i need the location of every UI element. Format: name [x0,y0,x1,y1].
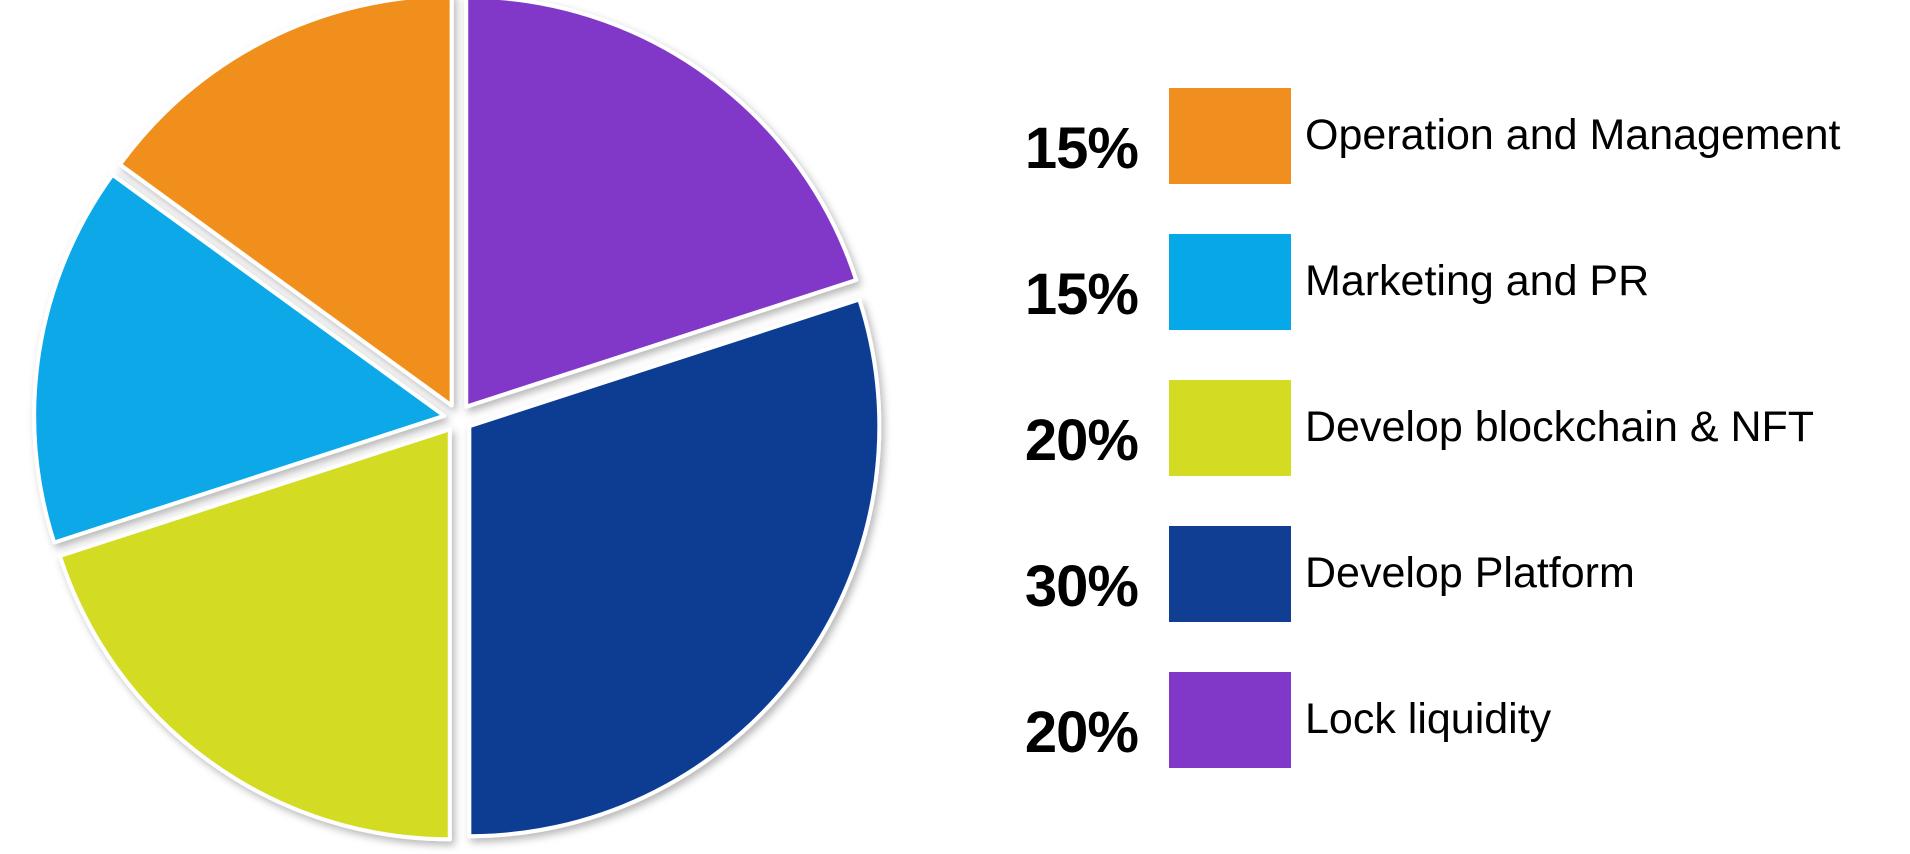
legend-item-develop-platform: 30% Develop Platform [1010,526,1890,622]
legend-percent: 30% [1024,554,1139,619]
legend-label: Lock liquidity [1305,694,1552,743]
legend-percent: 20% [1024,408,1139,473]
legend-swatch [1169,234,1291,330]
legend-item-marketing-pr: 15% Marketing and PR [1010,234,1890,330]
pie-slice-marketing-and-pr [32,172,447,545]
legend-percent: 15% [1024,116,1139,181]
legend-percent: 20% [1024,700,1139,765]
legend-swatch [1169,526,1291,622]
pie-slice-lock-liquidity [464,0,859,409]
legend-item-lock-liquidity: 20% Lock liquidity [1010,672,1890,768]
legend-swatch [1169,88,1291,184]
pie-slice-develop-blockchain-nft [57,427,452,842]
pie-chart [32,0,882,842]
legend-label: Operation and Management [1305,110,1841,159]
chart-legend: 15% Operation and Management 15% Marketi… [1010,88,1890,818]
legend-item-operation-management: 15% Operation and Management [1010,88,1890,184]
pie-slice-develop-platform [467,297,882,839]
legend-swatch [1169,672,1291,768]
legend-label: Develop Platform [1305,548,1635,597]
legend-percent: 15% [1024,262,1139,327]
pie-slice-operation-and-management [117,0,454,408]
legend-item-develop-blockchain-nft: 20% Develop blockchain & NFT [1010,380,1890,476]
pie-slices [32,0,882,842]
legend-swatch [1169,380,1291,476]
legend-label: Marketing and PR [1305,256,1650,305]
legend-label: Develop blockchain & NFT [1305,402,1815,451]
